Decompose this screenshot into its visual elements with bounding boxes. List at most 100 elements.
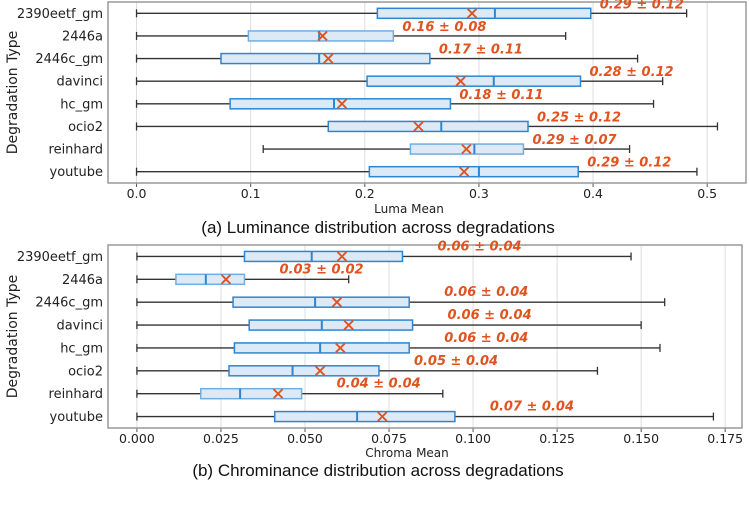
box-2390eetf_gm: 0.29 ± 0.12 xyxy=(135,0,688,20)
y-tick-label: davinci xyxy=(56,75,103,90)
mean-x-stroke xyxy=(317,30,328,42)
iqr-box xyxy=(247,30,395,42)
mean-marker xyxy=(413,121,424,132)
mean-std-label: 0.06 ± 0.04 xyxy=(444,285,528,300)
y-tick-label: hc_gm xyxy=(60,341,103,356)
mean-marker xyxy=(461,143,472,155)
mean-x-stroke xyxy=(336,98,348,109)
mean-std-label: 0.03 ± 0.02 xyxy=(279,262,363,277)
x-tick-label: 0.3 xyxy=(469,186,489,201)
mean-marker xyxy=(377,411,388,422)
x-tick-label: 0.175 xyxy=(707,431,743,446)
iqr-box xyxy=(243,250,404,263)
plot-frame xyxy=(107,1,747,184)
iqr-box xyxy=(200,387,303,400)
mean-x-stroke xyxy=(413,121,424,132)
mean-x-stroke xyxy=(336,251,348,262)
mean-x-stroke xyxy=(220,274,232,285)
mean-std-label: 0.16 ± 0.08 xyxy=(402,20,486,35)
chart-panel-chroma: 0.000 0.025 0.050 0.075 0.100 0.125 0.150 0.175… xyxy=(5,239,743,480)
y-tick-label: davinci xyxy=(56,319,103,334)
iqr-box xyxy=(220,52,431,65)
y-tick-label: 2390eetf_gm xyxy=(17,7,103,22)
x-tick-label: 0.025 xyxy=(203,431,239,446)
box-hc_gm: 0.06 ± 0.04 xyxy=(136,331,661,354)
mean-std-label: 0.05 ± 0.04 xyxy=(414,354,498,369)
mean-x-stroke xyxy=(323,53,334,64)
mean-marker xyxy=(343,319,354,331)
mean-marker xyxy=(317,30,328,42)
x-tick-label: 0.4 xyxy=(583,186,603,201)
box-youtube: 0.07 ± 0.04 xyxy=(136,400,715,423)
chart-panel-luma: 0.0 0.1 0.2 0.3 0.4 0.5 0.29 ± 0.12 2390eetf_gm… xyxy=(5,0,747,237)
y-tick-label: 2390eetf_gm xyxy=(17,250,103,265)
mean-x-stroke xyxy=(466,8,478,19)
box-ocio2: 0.05 ± 0.04 xyxy=(136,354,599,377)
mean-marker xyxy=(272,388,284,399)
mean-x-stroke xyxy=(458,166,470,177)
mean-std-label: 0.18 ± 0.11 xyxy=(459,88,543,103)
box-2446a: 0.03 ± 0.02 xyxy=(136,262,364,286)
mean-std-label: 0.17 ± 0.11 xyxy=(439,43,523,58)
x-tick-label: 0.000 xyxy=(119,431,155,446)
mean-marker xyxy=(455,76,466,87)
box-davinci: 0.06 ± 0.04 xyxy=(136,308,642,331)
iqr-box xyxy=(228,365,380,377)
y-tick-label: 2446a xyxy=(62,29,103,44)
box-2446c_gm: 0.17 ± 0.11 xyxy=(135,43,639,65)
iqr-box xyxy=(368,165,579,178)
y-tick-label: 2446c_gm xyxy=(35,52,103,67)
mean-x-stroke xyxy=(331,297,343,308)
box-davinci: 0.28 ± 0.12 xyxy=(135,65,674,87)
x-tick-label: 0.5 xyxy=(697,186,717,201)
box-2446c_gm: 0.06 ± 0.04 xyxy=(136,285,666,308)
x-axis-label: Chroma Mean xyxy=(365,446,449,460)
mean-marker xyxy=(314,365,326,376)
y-tick-label: hc_gm xyxy=(60,97,103,112)
y-tick-label: 2446c_gm xyxy=(35,296,103,311)
mean-std-label: 0.29 ± 0.07 xyxy=(532,133,617,148)
figure-caption: (a) Luminance distribution across degrad… xyxy=(201,218,554,237)
mean-std-label: 0.04 ± 0.04 xyxy=(337,377,421,392)
x-tick-label: 0.0 xyxy=(127,186,147,201)
box-hc_gm: 0.18 ± 0.11 xyxy=(135,88,655,110)
mean-std-label: 0.29 ± 0.12 xyxy=(600,0,684,12)
x-tick-label: 0.150 xyxy=(623,431,659,446)
mean-marker xyxy=(331,297,343,308)
mean-x-stroke xyxy=(343,319,354,331)
mean-x-stroke xyxy=(314,365,326,376)
mean-marker xyxy=(466,8,478,19)
mean-marker xyxy=(458,166,470,177)
x-tick-label: 0.075 xyxy=(371,431,407,446)
box-reinhard: 0.04 ± 0.04 xyxy=(136,377,444,400)
y-tick-label: ocio2 xyxy=(68,364,103,379)
iqr-box xyxy=(175,273,246,286)
iqr-box xyxy=(232,296,410,308)
mean-marker xyxy=(220,274,232,285)
y-tick-label: reinhard xyxy=(49,143,103,158)
mean-std-label: 0.25 ± 0.12 xyxy=(537,110,621,125)
x-tick-label: 0.100 xyxy=(455,431,491,446)
box-ocio2: 0.25 ± 0.12 xyxy=(135,110,719,133)
mean-marker xyxy=(336,98,348,109)
box-2446a: 0.16 ± 0.08 xyxy=(135,20,567,42)
iqr-box xyxy=(229,98,452,110)
mean-x-stroke xyxy=(335,342,346,354)
y-tick-label: reinhard xyxy=(49,387,103,402)
y-axis-label: Degradation Type xyxy=(5,31,21,155)
box-2390eetf_gm: 0.06 ± 0.04 xyxy=(136,239,632,263)
x-tick-label: 0.1 xyxy=(241,186,261,201)
plot-frame xyxy=(107,244,743,429)
figure-caption: (b) Chrominance distribution across degr… xyxy=(192,461,563,480)
mean-marker xyxy=(336,251,348,262)
mean-marker xyxy=(335,342,346,354)
y-axis-label: Degradation Type xyxy=(5,275,21,399)
mean-std-label: 0.06 ± 0.04 xyxy=(448,308,532,323)
mean-x-stroke xyxy=(461,143,472,155)
y-tick-label: 2446a xyxy=(62,273,103,288)
iqr-box xyxy=(273,410,456,423)
iqr-box xyxy=(327,120,529,133)
x-tick-label: 0.050 xyxy=(287,431,323,446)
y-tick-label: ocio2 xyxy=(68,120,103,135)
